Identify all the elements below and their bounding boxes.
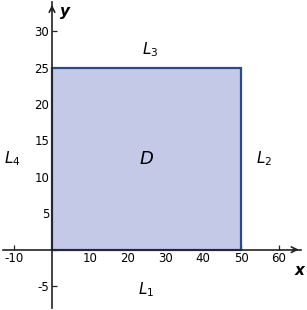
Text: $L_4$: $L_4$ [4,149,21,168]
Text: $L_1$: $L_1$ [138,280,155,299]
Text: $L_3$: $L_3$ [142,40,158,59]
Text: x: x [295,263,305,278]
Text: $L_2$: $L_2$ [256,149,272,168]
Text: $D$: $D$ [139,150,154,168]
Bar [52,68,241,250]
Text: y: y [60,4,70,19]
